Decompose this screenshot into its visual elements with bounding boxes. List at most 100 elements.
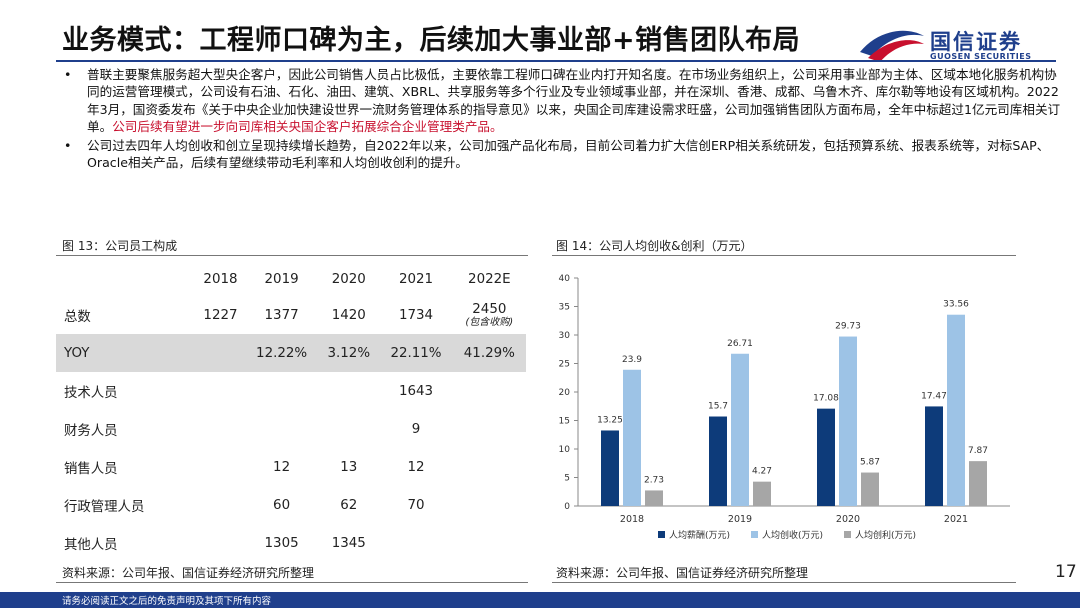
table-cell	[318, 372, 379, 410]
table-cell	[318, 410, 379, 448]
legend-label: 人均创利(万元)	[855, 529, 916, 541]
table-cell: 1643	[398, 383, 434, 399]
bar-data-label: 17.47	[921, 391, 947, 401]
table-cell	[196, 524, 245, 562]
table-cell	[453, 524, 526, 562]
y-tick-label: 30	[559, 331, 571, 341]
x-tick-label: 2020	[836, 514, 860, 525]
bar-data-label: 5.87	[860, 458, 880, 468]
table-cell: 12	[273, 459, 291, 475]
bar-data-label: 15.7	[708, 402, 728, 412]
bar-data-label: 26.71	[727, 339, 753, 349]
table-cell: 总数	[64, 310, 91, 325]
x-tick-label: 2021	[944, 514, 968, 525]
bullet-text: 普联主要聚焦服务超大型央企客户，因此公司销售人员占比极低，主要依靠工程师口碑在业…	[87, 67, 1061, 134]
table-cell: 技术人员	[64, 386, 118, 401]
table-header-row: 2018 2019 2020 2021 2022E	[56, 262, 526, 296]
table-cell: 22.11%	[379, 334, 453, 372]
table-cell	[196, 486, 245, 524]
table-cell: 1377	[264, 307, 299, 323]
bar-data-label: 23.9	[622, 355, 642, 365]
table-cell-value: 2450	[472, 301, 507, 317]
bar-revenue	[839, 336, 857, 506]
bar-profit	[861, 472, 879, 506]
table-cell: 12	[407, 459, 425, 475]
table-cell: 9	[411, 421, 421, 437]
footer-disclaimer: 请务必阅读正文之后的免责声明及其项下所有内容	[62, 596, 272, 607]
bar-salary	[817, 408, 835, 506]
bar-revenue	[623, 369, 641, 506]
y-tick-label: 20	[559, 388, 571, 398]
table-cell-note: (包含收购)	[465, 316, 514, 328]
table-cell: 1734	[398, 307, 434, 323]
staff-table: 2018 2019 2020 2021 2022E 总数 1227 1377 1…	[56, 262, 526, 562]
x-tick-label: 2018	[620, 514, 644, 525]
bar-data-label: 2.73	[644, 475, 664, 485]
table-row: 总数 1227 1377 1420 1734 2450 (包含收购)	[56, 296, 526, 334]
legend-swatch	[658, 531, 665, 538]
figure-14-title: 图 14：公司人均创收&创利（万元）	[556, 239, 753, 253]
bullet-highlight: 公司后续有望进一步向司库相关央国企客户拓展综合企业管理类产品。	[112, 118, 503, 134]
table-cell: 其他人员	[64, 538, 118, 553]
table-header-cell	[56, 262, 196, 296]
table-header-cell: 2022E	[468, 271, 511, 287]
table-header-cell: 2018	[203, 271, 238, 287]
table-cell: 70	[407, 497, 425, 513]
figure-14-source: 资料来源：公司年报、国信证券经济研究所整理	[556, 566, 809, 580]
table-cell	[196, 448, 245, 486]
bullet-item: • 公司过去四年人均创收和创立呈现持续增长趋势，自2022年以来，公司加强产品化…	[62, 137, 1062, 172]
bullet-text: 公司过去四年人均创收和创立呈现持续增长趋势，自2022年以来，公司加强产品化布局…	[87, 138, 1050, 171]
table-cell	[196, 410, 245, 448]
table-cell	[379, 524, 452, 562]
table-cell: 12.22%	[244, 334, 319, 372]
bar-salary	[925, 406, 943, 506]
figure-13-title: 图 13：公司员工构成	[62, 239, 178, 253]
bar-data-label: 7.87	[968, 446, 988, 456]
table-cell: 1345	[331, 535, 366, 551]
bullet-list: • 普联主要聚焦服务超大型央企客户，因此公司销售人员占比极低，主要依靠工程师口碑…	[62, 66, 1062, 174]
table-cell: 2450 (包含收购)	[453, 296, 526, 334]
legend-swatch	[844, 531, 851, 538]
bar-salary	[709, 416, 727, 506]
y-tick-label: 15	[559, 417, 570, 427]
table-cell: 行政管理人员	[64, 500, 145, 515]
bar-revenue	[731, 353, 749, 506]
y-tick-label: 25	[559, 360, 570, 370]
table-header-cell: 2019	[264, 271, 299, 287]
page-number: 17	[1055, 562, 1077, 582]
figure-13-source: 资料来源：公司年报、国信证券经济研究所整理	[62, 566, 315, 580]
y-tick-label: 35	[559, 303, 570, 313]
table-cell: 3.12%	[318, 334, 380, 372]
bar-revenue	[947, 314, 965, 506]
legend-label: 人均薪酬(万元)	[669, 529, 730, 541]
table-cell: 62	[340, 497, 358, 513]
table-cell: 1227	[203, 307, 238, 323]
table-cell: 1305	[264, 535, 299, 551]
y-tick-label: 10	[559, 445, 571, 455]
table-cell: YOY	[56, 334, 196, 372]
table-cell	[245, 410, 318, 448]
table-row: 销售人员 12 13 12	[56, 448, 526, 486]
table-cell	[453, 486, 526, 524]
table-header-cell: 2021	[398, 271, 434, 287]
bar-data-label: 33.56	[943, 300, 969, 310]
table-cell: 销售人员	[64, 462, 118, 477]
figure-13-divider	[56, 255, 528, 256]
bar-profit	[753, 481, 771, 506]
table-cell	[453, 372, 526, 410]
bullet-marker: •	[64, 67, 72, 82]
table-cell	[453, 448, 526, 486]
bar-profit	[645, 490, 663, 506]
table-row: 技术人员 1643	[56, 372, 526, 410]
page-title: 业务模式：工程师口碑为主，后续加大事业部+销售团队布局	[62, 25, 801, 56]
table-cell	[196, 334, 245, 372]
logo-subtext: GUOSEN SECURITIES	[930, 52, 1032, 61]
bar-data-label: 29.73	[835, 322, 861, 332]
table-cell: 1420	[331, 307, 366, 323]
guosen-logo-icon	[860, 30, 924, 62]
bar-data-label: 17.08	[813, 394, 839, 404]
figure-13-bottom-divider	[56, 582, 528, 583]
table-cell: 60	[273, 497, 291, 513]
table-row-yoy: YOY 12.22% 3.12% 22.11% 41.29%	[56, 334, 526, 372]
table-cell: 13	[340, 459, 358, 475]
